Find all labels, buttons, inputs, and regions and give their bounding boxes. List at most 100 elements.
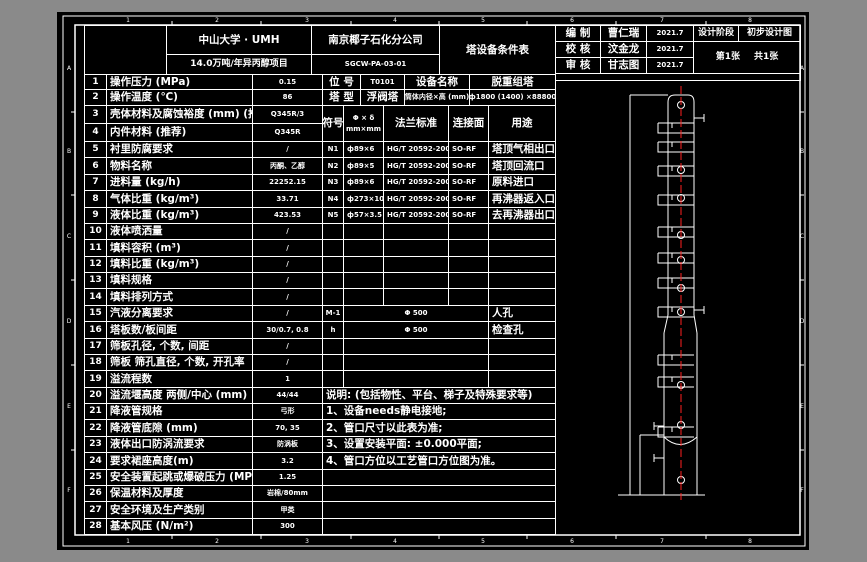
ruler-row-label: F: [67, 487, 71, 494]
param-number: 22: [84, 419, 107, 437]
param-label: 物料名称: [106, 157, 253, 175]
param-label: 降液管底隙 (mm): [106, 419, 253, 437]
title-block-date: 2021.7: [646, 57, 694, 74]
nozzle-usage: 塔顶回流口: [488, 157, 556, 175]
param-value: 0.15: [252, 74, 323, 90]
param-value: /: [252, 239, 323, 257]
param-label: 液体喷洒量: [106, 223, 253, 240]
nozzle-code: N2: [322, 157, 344, 175]
empty-nozzle-cell: [322, 272, 344, 289]
title-block-date: 2021.7: [646, 25, 694, 42]
height-dimension: [618, 94, 705, 496]
nozzle-mark: [653, 454, 664, 462]
nozzle-code: N1: [322, 141, 344, 158]
empty-cell: [488, 338, 556, 355]
param-number: 27: [84, 501, 107, 519]
nozzle-header-usage: 用途: [488, 105, 556, 142]
title-block-name: 汶金龙: [600, 41, 647, 58]
empty-nozzle-cell: [343, 288, 384, 306]
param-value: 44/44: [252, 387, 323, 404]
empty-nozzle-cell: [488, 223, 556, 240]
param-value: 33.71: [252, 190, 323, 208]
param-label: 气体比重 (kg/m³): [106, 190, 253, 208]
manhole-size: Φ 500: [343, 321, 489, 339]
school-name: 中山大学 · UMH: [166, 25, 312, 55]
param-value: /: [252, 256, 323, 273]
nozzle-size: ф89×5: [343, 157, 384, 175]
ruler-column-label: 5: [481, 17, 485, 24]
nozzle-flange: HG/T 20592-2009: [383, 157, 449, 175]
param-label: 保温材料及厚度: [106, 485, 253, 502]
ruler-row-label: C: [67, 233, 71, 240]
ruler-column-label: 4: [393, 538, 397, 545]
upper-shell: [667, 94, 695, 315]
ruler-column-label: 3: [305, 17, 309, 24]
design-stage-label: 设计阶段: [693, 25, 739, 42]
nozzle-usage: 再沸器返入口: [488, 190, 556, 208]
skirt-dimension: [639, 434, 664, 495]
param-value: /: [252, 272, 323, 289]
nozzle-face: SO-RF: [448, 190, 489, 208]
param-number: 3: [84, 105, 107, 124]
param-number: 10: [84, 223, 107, 240]
param-label: 液体出口防涡流要求: [106, 436, 253, 453]
param-label: 安全环境及生产类别: [106, 501, 253, 519]
param-label: 安全装置起跳或爆破压力 (MPa): [106, 469, 253, 486]
param-label: 填料规格: [106, 272, 253, 289]
param-value: 300: [252, 518, 323, 535]
param-value: 防涡板: [252, 436, 323, 453]
param-value: /: [252, 354, 323, 371]
tray: [657, 165, 694, 177]
ruler-column-label: 2: [215, 538, 219, 545]
nozzle-mark: [653, 422, 664, 430]
param-number: 12: [84, 256, 107, 273]
empty-nozzle-cell: [488, 256, 556, 273]
empty-nozzle-cell: [343, 239, 384, 257]
param-number: 4: [84, 123, 107, 142]
empty-nozzle-cell: [322, 256, 344, 273]
empty-nozzle-cell: [488, 288, 556, 306]
nozzle-mark: [694, 114, 705, 122]
param-value: 3.2: [252, 452, 323, 470]
manhole-usage: 检查孔: [488, 321, 556, 339]
ruler-row-label: A: [800, 65, 805, 72]
param-label: 基本风压 (N/m²): [106, 518, 253, 535]
param-label: 溢流程数: [106, 370, 253, 388]
ruler-column-label: 8: [748, 17, 752, 24]
title-block-name: 曹仁瑞: [600, 25, 647, 42]
empty-nozzle-cell: [448, 256, 489, 273]
param-number: 26: [84, 485, 107, 502]
tray: [657, 122, 694, 134]
param-value: 1.25: [252, 469, 323, 486]
sheet-count: 第1张 共1张: [693, 41, 801, 74]
param-number: 13: [84, 272, 107, 289]
note-line: [322, 501, 556, 519]
param-number: 23: [84, 436, 107, 453]
param-value: Q345R/3: [252, 105, 323, 124]
param-number: 17: [84, 338, 107, 355]
empty-nozzle-cell: [343, 256, 384, 273]
outer-border: [62, 15, 806, 547]
param-label: 操作压力 (MPa): [106, 74, 253, 90]
design-stage-value: 初步设计图: [738, 25, 801, 42]
param-label: 降液管规格: [106, 403, 253, 420]
param-number: 18: [84, 354, 107, 371]
nozzle-code: N3: [322, 174, 344, 191]
param-label: 衬里防腐要求: [106, 141, 253, 158]
ruler-row-label: B: [800, 148, 804, 155]
nozzle-code: N5: [322, 207, 344, 224]
type-value: 浮阀塔: [360, 89, 405, 106]
nozzle-size: ф57×3.5: [343, 207, 384, 224]
param-number: 20: [84, 387, 107, 404]
ruler-row-label: D: [800, 318, 805, 325]
nozzle-header-code: 符号: [322, 105, 344, 142]
ruler-column-label: 1: [126, 17, 130, 24]
param-label: 填料比重 (kg/m³): [106, 256, 253, 273]
param-value: 86: [252, 89, 323, 106]
ruler-column-label: 7: [660, 17, 664, 24]
empty-nozzle-cell: [383, 272, 449, 289]
empty-nozzle-cell: [322, 288, 344, 306]
tag-label: 位 号: [322, 74, 361, 90]
ruler-row-label: E: [800, 403, 804, 410]
lower-shell-and-skirt: [663, 333, 698, 495]
